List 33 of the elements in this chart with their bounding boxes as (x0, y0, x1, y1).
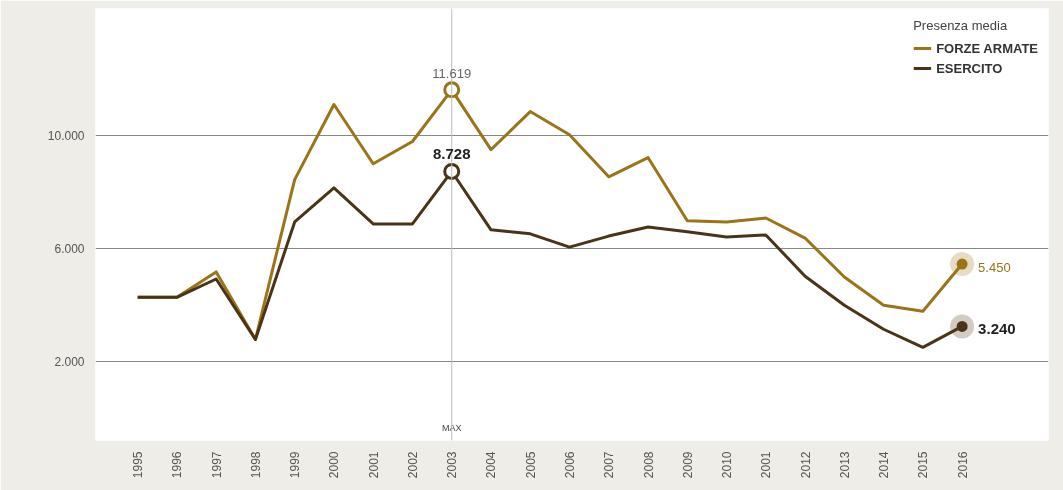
x-tick-label: 2004 (484, 451, 499, 479)
x-tick-label: 2009 (680, 451, 695, 479)
x-tick-label: 2000 (327, 451, 342, 479)
legend-label: ESERCITO (936, 60, 1003, 76)
y-tick-label: 10.000 (47, 129, 85, 144)
legend-title: Presenza media (913, 18, 1009, 33)
y-tick-label: 2.000 (54, 354, 85, 369)
x-tick-label: 2015 (916, 451, 931, 479)
ref-line-label: MAX (441, 423, 462, 434)
x-tick-label: 1996 (170, 451, 185, 479)
x-tick-label: 1998 (248, 451, 263, 479)
x-tick-label: 2007 (602, 451, 617, 479)
x-tick-label: 2006 (563, 451, 578, 479)
x-tick-label: 2010 (720, 451, 735, 479)
legend-label: FORZE ARMATE (936, 40, 1038, 56)
data-label: 5.450 (978, 260, 1011, 276)
x-tick-label: 2001 (366, 451, 381, 479)
data-label: 8.728 (432, 145, 471, 163)
data-label: 3.240 (978, 320, 1016, 338)
y-tick-label: 6.000 (54, 242, 85, 256)
x-tick-label: 2001 (759, 451, 774, 479)
x-tick-label: 2008 (641, 451, 656, 479)
data-label: 11.619 (432, 65, 472, 81)
x-tick-label: 2005 (523, 451, 538, 479)
x-tick-label: 1995 (131, 451, 146, 479)
x-tick-label: 1999 (288, 451, 303, 479)
x-tick-label: 2014 (877, 451, 892, 479)
x-tick-label: 2012 (798, 451, 813, 479)
x-tick-label: 2003 (445, 451, 460, 479)
x-tick-label: 2016 (955, 451, 970, 479)
x-tick-label: 2002 (405, 451, 420, 479)
x-tick-label: 2013 (837, 451, 852, 479)
x-tick-label: 1997 (209, 451, 224, 479)
